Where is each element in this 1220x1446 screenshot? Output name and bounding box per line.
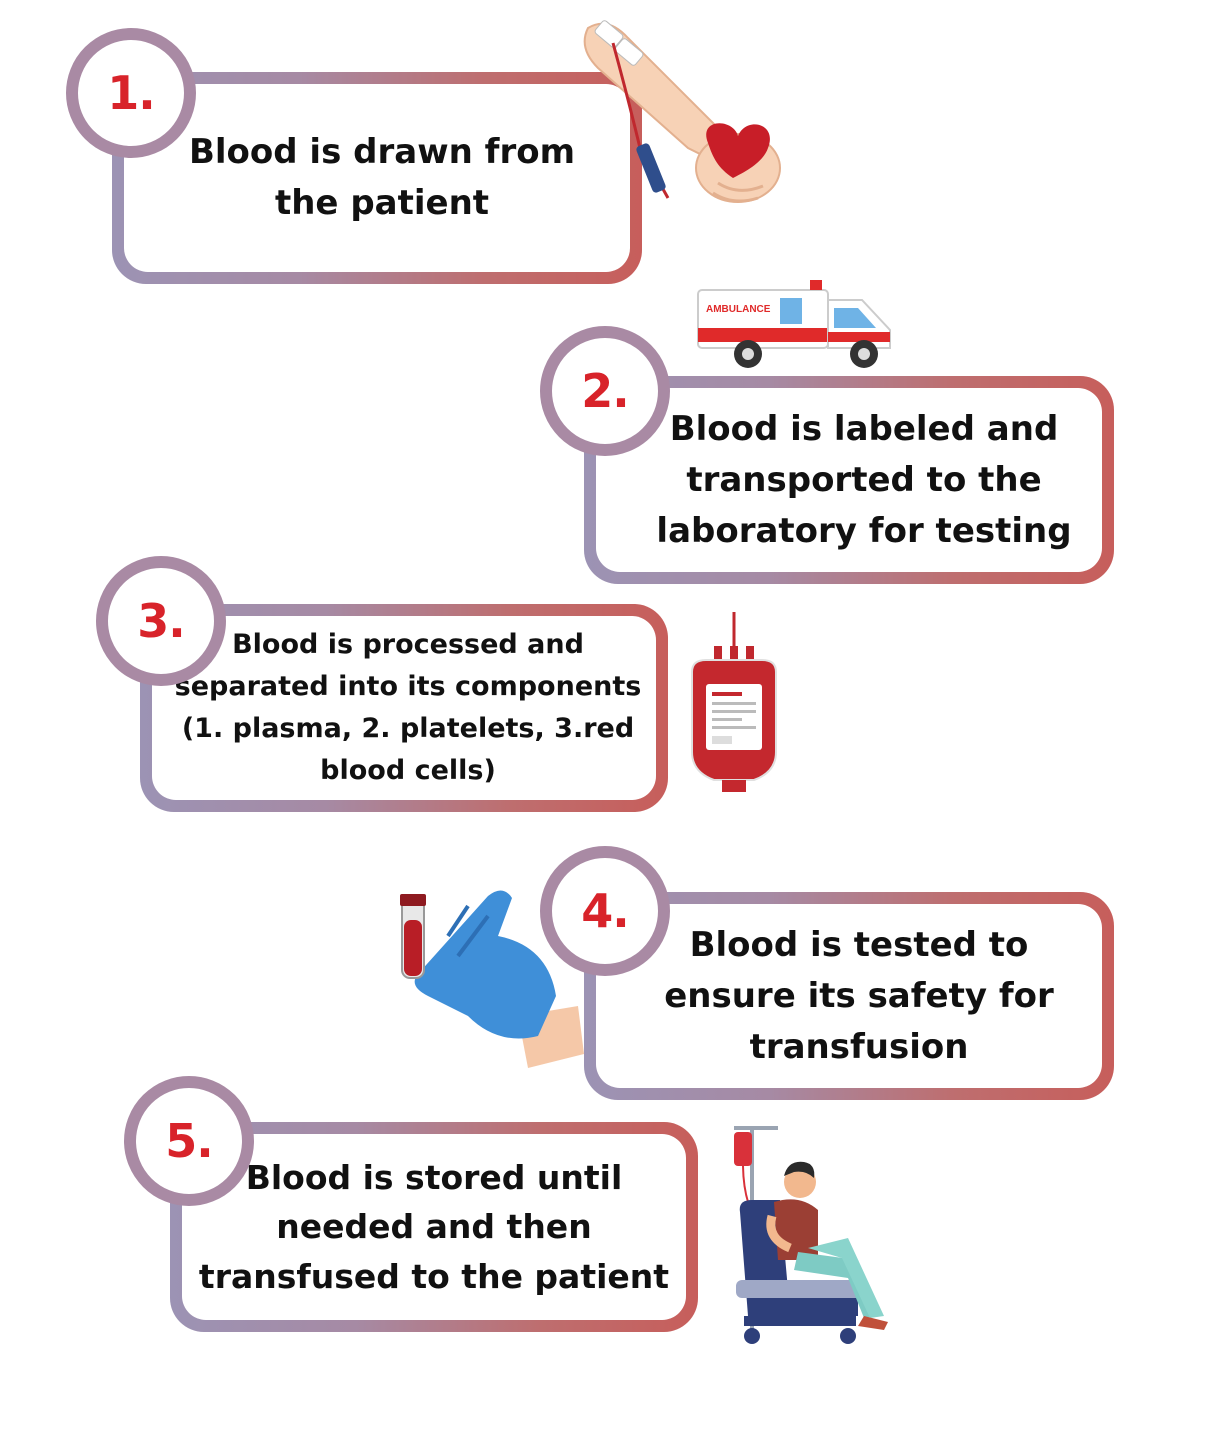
- step-2-box: Blood is labeled and transported to the …: [584, 376, 1114, 584]
- step-4-number-badge: 4.: [540, 846, 670, 976]
- step-3-content: Blood is processed and separated into it…: [152, 616, 656, 800]
- step-4-box: Blood is tested to ensure its safety for…: [584, 892, 1114, 1100]
- step-3-number: 3.: [137, 594, 185, 648]
- step-1-text: Blood is drawn from the patient: [188, 132, 576, 223]
- blood-bag-icon: [691, 612, 777, 792]
- ambulance-icon: AMBULANCE: [697, 280, 891, 368]
- step-1-number-badge: 1.: [66, 28, 196, 158]
- step-4-number: 4.: [581, 884, 629, 938]
- step-3-number-badge: 3.: [96, 556, 226, 686]
- step-5-number-badge: 5.: [124, 1076, 254, 1206]
- step-2-content: Blood is labeled and transported to the …: [596, 388, 1102, 572]
- gloved-hand-test-tube-icon: [400, 890, 584, 1068]
- step-5-text: Blood is stored until needed and then tr…: [198, 1157, 670, 1296]
- step-5-number: 5.: [165, 1114, 213, 1168]
- step-3-text: Blood is processed and separated into it…: [174, 629, 642, 786]
- step-1-box: Blood is drawn from the patient: [112, 72, 642, 284]
- step-5-box: Blood is stored until needed and then tr…: [170, 1122, 698, 1332]
- step-2-text: Blood is labeled and transported to the …: [656, 408, 1072, 551]
- patient-transfusion-chair-icon: [734, 1126, 888, 1344]
- step-4-content: Blood is tested to ensure its safety for…: [596, 904, 1102, 1088]
- arm-donating-blood-icon: [583, 20, 781, 203]
- step-2-number-badge: 2.: [540, 326, 670, 456]
- step-3-box: Blood is processed and separated into it…: [140, 604, 668, 812]
- step-2-number: 2.: [581, 364, 629, 418]
- step-1-number: 1.: [107, 66, 155, 120]
- step-4-text: Blood is tested to ensure its safety for…: [664, 924, 1054, 1067]
- ambulance-label: AMBULANCE: [706, 304, 771, 315]
- step-5-content: Blood is stored until needed and then tr…: [182, 1134, 686, 1320]
- step-1-content: Blood is drawn from the patient: [124, 84, 630, 272]
